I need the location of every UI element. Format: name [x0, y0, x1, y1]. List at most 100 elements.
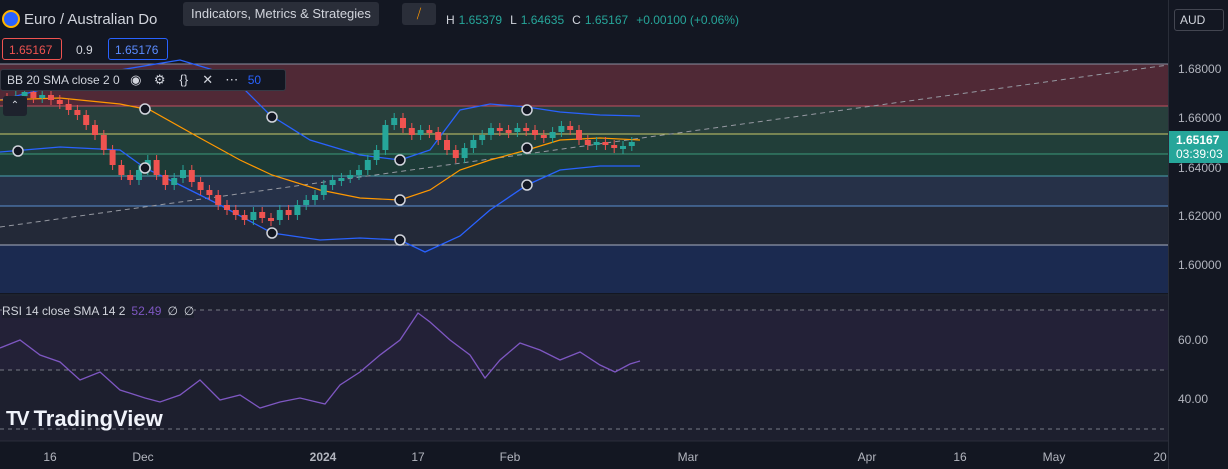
candle — [21, 92, 28, 96]
candle — [400, 118, 406, 128]
tradingview-icon: TV — [6, 407, 30, 430]
candle — [417, 130, 424, 135]
candle — [584, 140, 591, 145]
chart-canvas[interactable]: 16 Dec 2024 17 Feb Mar Apr 16 May 20 — [0, 0, 1168, 469]
candle — [382, 125, 389, 150]
source-code-icon[interactable]: {} — [179, 72, 189, 87]
candle — [470, 140, 477, 148]
price-tick: 1.62000 — [1178, 209, 1222, 223]
candle — [540, 135, 547, 138]
candle — [215, 195, 222, 205]
bb-lower — [0, 146, 640, 253]
price-axis[interactable]: AUD 1.68000 1.66000 1.64000 1.62000 1.60… — [1168, 0, 1228, 469]
candle — [285, 210, 292, 215]
price-tick: 1.64000 — [1178, 161, 1222, 175]
eye-icon[interactable]: ◉ — [130, 72, 142, 87]
rsi-tick: 60.00 — [1178, 333, 1209, 347]
zone-lines — [0, 63, 1168, 246]
edit-icon[interactable]: ⧸ — [402, 3, 436, 25]
candle — [373, 150, 380, 160]
time-label: Mar — [678, 450, 699, 464]
collapse-legend-icon[interactable]: ⌃ — [3, 96, 27, 116]
rsi-legend[interactable]: RSI 14 close SMA 14 2 52.49 ∅ ∅ — [2, 304, 195, 318]
candle — [628, 142, 635, 146]
candle — [241, 215, 248, 220]
close-label: C — [572, 13, 581, 27]
trend-line[interactable] — [0, 64, 1168, 228]
candle — [127, 175, 134, 180]
rsi-line — [0, 312, 641, 409]
countdown: 03:39:03 — [1176, 147, 1223, 161]
candle — [567, 126, 574, 130]
candle — [576, 130, 582, 140]
candle — [118, 165, 125, 175]
candle — [39, 95, 46, 98]
rsi-legend-label: RSI 14 close SMA 14 2 — [2, 304, 126, 318]
symbol-name: Euro / Australian Do — [24, 10, 158, 28]
candle — [320, 185, 327, 195]
price-tick: 1.60000 — [1178, 258, 1222, 272]
candle — [505, 130, 512, 133]
time-axis[interactable]: 16 Dec 2024 17 Feb Mar Apr 16 May 20 — [43, 450, 1167, 464]
candle — [232, 210, 239, 215]
price-tick: 1.66000 — [1178, 111, 1222, 125]
candle — [338, 178, 345, 181]
candle — [206, 190, 213, 195]
candle — [197, 182, 204, 190]
rsi-legend-value: 52.49 — [131, 304, 162, 318]
candle — [83, 115, 90, 125]
tradingview-logo[interactable]: TV TradingView — [6, 406, 163, 432]
watermark-text: TradingView — [33, 406, 163, 431]
candle — [532, 130, 538, 135]
more-icon[interactable]: ⋯ — [225, 72, 239, 87]
candle — [56, 100, 63, 104]
candle — [74, 110, 81, 115]
bb-legend-label: BB 20 SMA close 2 0 — [7, 73, 120, 87]
candle — [435, 132, 442, 140]
candle — [461, 148, 468, 158]
candle — [268, 218, 274, 221]
bb-legend[interactable]: BB 20 SMA close 2 0 ◉ ⚙ {} ✕ ⋯ 50 — [0, 69, 286, 91]
candle — [153, 160, 160, 175]
candle — [92, 125, 98, 135]
high-value: 1.65379 — [458, 13, 503, 27]
candle — [48, 95, 54, 100]
candle — [488, 128, 494, 135]
candle — [303, 200, 310, 205]
settings-icon[interactable]: ⚙ — [153, 72, 166, 87]
candle — [294, 205, 301, 215]
candle — [171, 178, 178, 185]
buy-button[interactable]: 1.65176 — [108, 38, 168, 60]
candle — [30, 92, 37, 98]
bb-legend-value: 50 — [247, 73, 262, 87]
close-value: 1.65167 — [584, 13, 629, 27]
candle — [188, 170, 195, 182]
candle — [224, 205, 230, 210]
zone-green-1 — [0, 106, 1168, 134]
candle — [479, 135, 486, 140]
symbol-title[interactable]: Euro / Australian Do — [2, 10, 157, 28]
time-label: Apr — [858, 450, 877, 464]
candle — [452, 150, 459, 158]
bb-markers[interactable] — [12, 103, 533, 246]
candle — [620, 146, 626, 149]
last-price-value: 1.65167 — [1176, 133, 1220, 147]
candle — [259, 212, 266, 218]
candle — [276, 210, 283, 220]
sell-button[interactable]: 1.65167 — [2, 38, 62, 60]
high-label: H — [446, 13, 455, 27]
candle — [602, 142, 609, 145]
currency-selector[interactable]: AUD — [1174, 9, 1224, 31]
candle — [109, 150, 116, 165]
candle — [329, 180, 336, 185]
candle — [611, 145, 618, 148]
candle — [496, 128, 503, 131]
zone-blue — [0, 245, 1168, 293]
close-icon[interactable]: ✕ — [202, 72, 214, 87]
zone-green-3 — [0, 154, 1168, 176]
candle — [162, 175, 169, 185]
candle — [558, 126, 565, 132]
candle — [312, 195, 318, 200]
time-label: 16 — [953, 450, 967, 464]
change-value: +0.00100 (+0.06%) — [636, 13, 739, 27]
